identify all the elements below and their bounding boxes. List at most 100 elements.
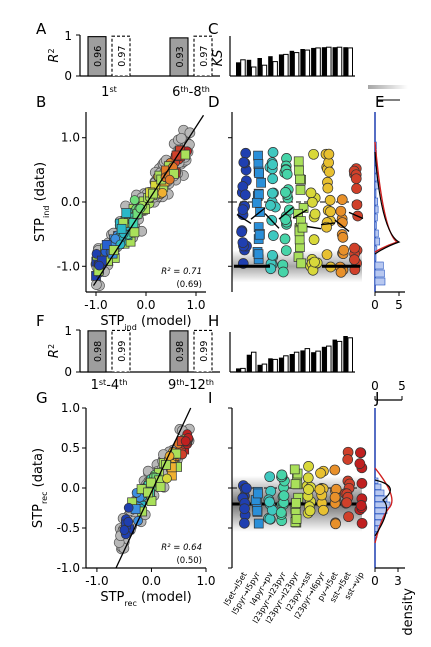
r2-y-label: R2 [47, 48, 63, 62]
panel-d-mean [236, 213, 252, 225]
panel-d-point [338, 244, 350, 256]
panel-d-point [254, 189, 264, 200]
panel-e-shade [368, 85, 408, 89]
ks-bar-dark [257, 364, 262, 372]
panel-letter-F: F [36, 312, 45, 330]
panel-g-ytick-label: 1.0 [61, 401, 80, 415]
panel-d-point [322, 182, 334, 194]
panel-d-point [267, 159, 278, 170]
panel-b-point [116, 223, 127, 234]
panel-i-point [264, 496, 275, 508]
panel-d-mean [292, 209, 308, 219]
panel-letter-C: C [208, 20, 218, 38]
ks-bar-dark [289, 50, 295, 76]
ks-bar-dark [246, 354, 252, 372]
panel-d-point [240, 147, 252, 159]
panel-d-point [337, 232, 349, 243]
panel-d-point [253, 249, 264, 260]
r2-bar-label: 0.99 [117, 341, 128, 362]
panel-e-hist-bin [374, 277, 386, 286]
ks-bar-dark [246, 59, 252, 76]
panel-b-xtick-label: 0.0 [136, 298, 155, 312]
panel-b-y-label: STPind (data) [33, 162, 51, 242]
panel-i-point [356, 477, 368, 489]
panel-j-hist-bin [374, 501, 391, 508]
panel-i-point [303, 484, 314, 495]
panel-letter-J: J [374, 389, 379, 407]
panel-g-point [180, 436, 191, 446]
panel-b-point [157, 187, 168, 198]
r2-group-label: 1st [101, 85, 117, 101]
panel-d-point [254, 168, 265, 179]
panel-g-ytick-label: 0.0 [61, 481, 80, 495]
panel-i-point [291, 498, 301, 508]
panel-i-point [329, 491, 341, 503]
panel-g-xtick-label: 0.0 [142, 574, 161, 588]
panel-j-hist-bin [374, 483, 382, 490]
panel-b-ytick-label: 1.0 [61, 131, 80, 145]
ks-bar-light [315, 47, 321, 77]
panel-d-point [350, 173, 362, 185]
ks-bar-light [293, 351, 300, 373]
r2-group-label: 9th-12th [168, 378, 214, 394]
panel-g-annotation: R² = 0.64 [161, 543, 202, 553]
panel-d-point [335, 266, 347, 278]
panel-d-point [236, 226, 247, 238]
ks-bar-dark [278, 54, 284, 76]
panel-e-model-curve [374, 141, 399, 253]
ks-bar-light [304, 348, 311, 373]
panel-d-point [239, 189, 251, 201]
r2-bar [111, 35, 131, 77]
panel-d-point [251, 197, 262, 208]
panel-d-point [267, 173, 279, 185]
panel-e-hist-bin [374, 261, 384, 270]
r2-bar-label: 0.98 [93, 341, 104, 362]
panel-d-point [267, 249, 278, 261]
panel-e-hist-bin [374, 197, 379, 206]
panel-i-point [291, 513, 302, 524]
panel-d-point [309, 208, 321, 220]
panel-d-point [267, 230, 279, 241]
r2-bar [169, 37, 189, 77]
panel-g-ytick-label: -1.0 [57, 561, 80, 575]
panel-g-ytick-label: -0.5 [57, 521, 80, 535]
panel-d-point [267, 187, 278, 199]
ks-bar-dark [300, 49, 305, 76]
panel-d-point [253, 150, 263, 161]
panel-g-point [162, 473, 172, 484]
ks-y-label: KS [211, 50, 226, 67]
panel-i-point [276, 469, 288, 481]
panel-j-data-curve [374, 479, 391, 537]
panel-i-point [318, 504, 329, 516]
panel-i-point [253, 488, 263, 499]
ks-bar-light [240, 367, 246, 373]
ks-bar-light [250, 66, 257, 77]
panel-b-xtick-label: 1.0 [186, 298, 205, 312]
panel-d-point [265, 200, 276, 211]
ks-bar-light [347, 337, 353, 373]
panel-d-point [305, 187, 317, 199]
ks-bar-dark [311, 352, 316, 372]
r2-bar-label: 0.96 [93, 46, 104, 67]
ks-bar-dark [268, 358, 273, 372]
panel-b-point [180, 149, 191, 160]
panel-b-x-label: STPind (model) [100, 314, 191, 332]
panel-b-annotation: R² = 0.71 [161, 267, 202, 277]
r2-bar [111, 329, 131, 373]
panel-e-xtick-label: 0 [371, 298, 379, 312]
panel-b-point [129, 227, 140, 238]
ks-bar-light [315, 350, 321, 373]
panel-i-point [342, 454, 354, 465]
panel-b-point [175, 132, 187, 144]
panel-g-point [123, 502, 134, 513]
panel-d-point [295, 185, 306, 195]
panel-e-hist-bin [374, 205, 379, 214]
panel-d-mean [278, 206, 294, 220]
ks-bar-light [347, 47, 353, 77]
panel-d-point [294, 234, 305, 245]
panel-e-hist-bin [374, 269, 385, 278]
panel-d-mean [348, 211, 364, 220]
panel-d-point [307, 197, 318, 208]
ks-bar-dark [300, 350, 305, 372]
ks-bar-light [293, 52, 300, 77]
